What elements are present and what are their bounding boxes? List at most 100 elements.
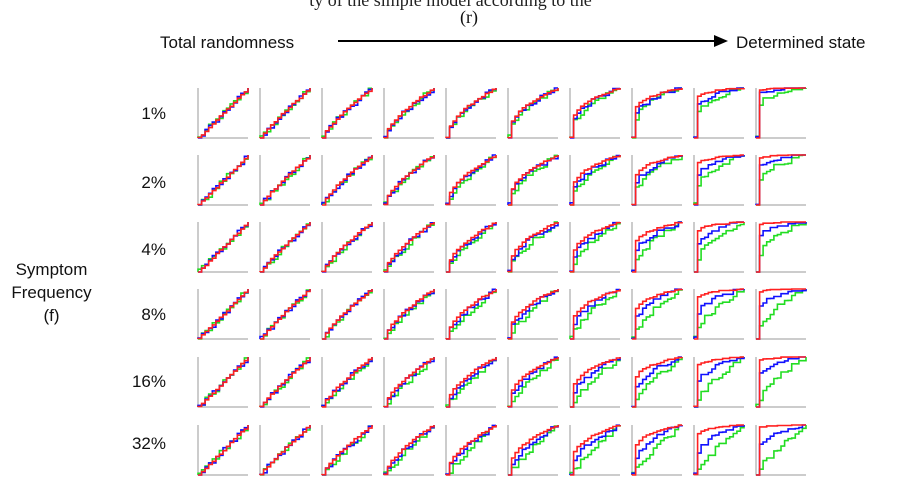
green-curve [508, 88, 558, 138]
mini-plot-r2-c2 [260, 155, 310, 205]
mini-plot-r4-c8 [632, 289, 682, 339]
mini-plot-r4-c1 [198, 289, 248, 339]
mini-plot-r2-c3 [322, 155, 372, 205]
plot-axes [384, 155, 434, 205]
green-curve [508, 289, 558, 339]
green-curve [384, 155, 434, 205]
red-curve [694, 88, 744, 138]
mini-plot-r3-c5 [446, 222, 496, 272]
mini-plot-r5-c2 [260, 357, 310, 407]
mini-plot-r5-c6 [508, 357, 558, 407]
blue-curve [384, 155, 434, 205]
mini-plot-r4-c10 [756, 289, 806, 339]
red-curve [756, 88, 806, 138]
blue-curve [508, 88, 558, 138]
red-curve [508, 88, 558, 138]
mini-plot-r1-c6 [508, 88, 558, 138]
green-curve [756, 357, 806, 407]
red-curve [198, 155, 248, 205]
mini-plot-r2-c5 [446, 155, 496, 205]
mini-plot-r4-c9 [694, 289, 744, 339]
plot-axes [508, 88, 558, 138]
mini-plot-r3-c10 [756, 222, 806, 272]
mini-plot-r2-c9 [694, 155, 744, 205]
red-curve [570, 88, 620, 138]
mini-plot-r1-c1 [198, 88, 248, 138]
mini-plot-r5-c1 [198, 357, 248, 407]
mini-plot-r5-c9 [694, 357, 744, 407]
mini-plot-r1-c5 [446, 88, 496, 138]
mini-plot-r2-c8 [632, 155, 682, 205]
mini-plot-r3-c2 [260, 222, 310, 272]
mini-plot-r5-c8 [632, 357, 682, 407]
mini-plot-r5-c7 [570, 357, 620, 407]
red-curve [260, 425, 310, 475]
red-curve [198, 357, 248, 407]
green-curve [508, 425, 558, 475]
mini-plot-r1-c2 [260, 88, 310, 138]
mini-plot-r2-c1 [198, 155, 248, 205]
red-curve [384, 155, 434, 205]
mini-plot-r6-c2 [260, 425, 310, 475]
mini-plot-r4-c4 [384, 289, 434, 339]
red-curve [446, 222, 496, 272]
red-curve [198, 289, 248, 339]
mini-plot-r4-c5 [446, 289, 496, 339]
plot-axes [508, 155, 558, 205]
mini-plot-r6-c5 [446, 425, 496, 475]
blue-curve [756, 289, 806, 339]
mini-plot-r6-c7 [570, 425, 620, 475]
mini-plot-r4-c7 [570, 289, 620, 339]
green-curve [446, 155, 496, 205]
mini-plot-r5-c5 [446, 357, 496, 407]
red-curve [260, 357, 310, 407]
green-curve [508, 357, 558, 407]
red-curve [508, 155, 558, 205]
mini-plot-r2-c10 [756, 155, 806, 205]
red-curve [260, 222, 310, 272]
mini-plot-r2-c6 [508, 155, 558, 205]
mini-plot-r6-c9 [694, 425, 744, 475]
blue-curve [756, 88, 806, 138]
mini-plot-r3-c8 [632, 222, 682, 272]
mini-plot-r5-c10 [756, 357, 806, 407]
mini-plot-r6-c3 [322, 425, 372, 475]
mini-plot-r3-c1 [198, 222, 248, 272]
red-curve [322, 425, 372, 475]
mini-plot-r3-c9 [694, 222, 744, 272]
plot-axes [756, 88, 806, 138]
mini-plot-r5-c3 [322, 357, 372, 407]
mini-plot-r6-c6 [508, 425, 558, 475]
mini-plot-r4-c2 [260, 289, 310, 339]
blue-curve [384, 425, 434, 475]
red-curve [260, 155, 310, 205]
mini-plot-r1-c8 [632, 88, 682, 138]
mini-plot-r4-c3 [322, 289, 372, 339]
mini-plot-r5-c4 [384, 357, 434, 407]
mini-plot-r3-c7 [570, 222, 620, 272]
green-curve [446, 88, 496, 138]
mini-plot-r3-c6 [508, 222, 558, 272]
green-curve [756, 222, 806, 272]
mini-plot-r1-c3 [322, 88, 372, 138]
mini-plot-r4-c6 [508, 289, 558, 339]
mini-plot-r1-c7 [570, 88, 620, 138]
mini-plot-r2-c4 [384, 155, 434, 205]
mini-plot-r6-c1 [198, 425, 248, 475]
mini-plot-r3-c3 [322, 222, 372, 272]
green-curve [508, 155, 558, 205]
mini-plot-r6-c10 [756, 425, 806, 475]
mini-plot-r1-c10 [756, 88, 806, 138]
green-curve [384, 289, 434, 339]
mini-plot-r6-c8 [632, 425, 682, 475]
mini-plot-r1-c4 [384, 88, 434, 138]
red-curve [570, 155, 620, 205]
red-curve [260, 88, 310, 138]
green-curve [756, 88, 806, 138]
mini-plot-r6-c4 [384, 425, 434, 475]
mini-plot-r2-c7 [570, 155, 620, 205]
red-curve [322, 357, 372, 407]
red-curve [260, 289, 310, 339]
